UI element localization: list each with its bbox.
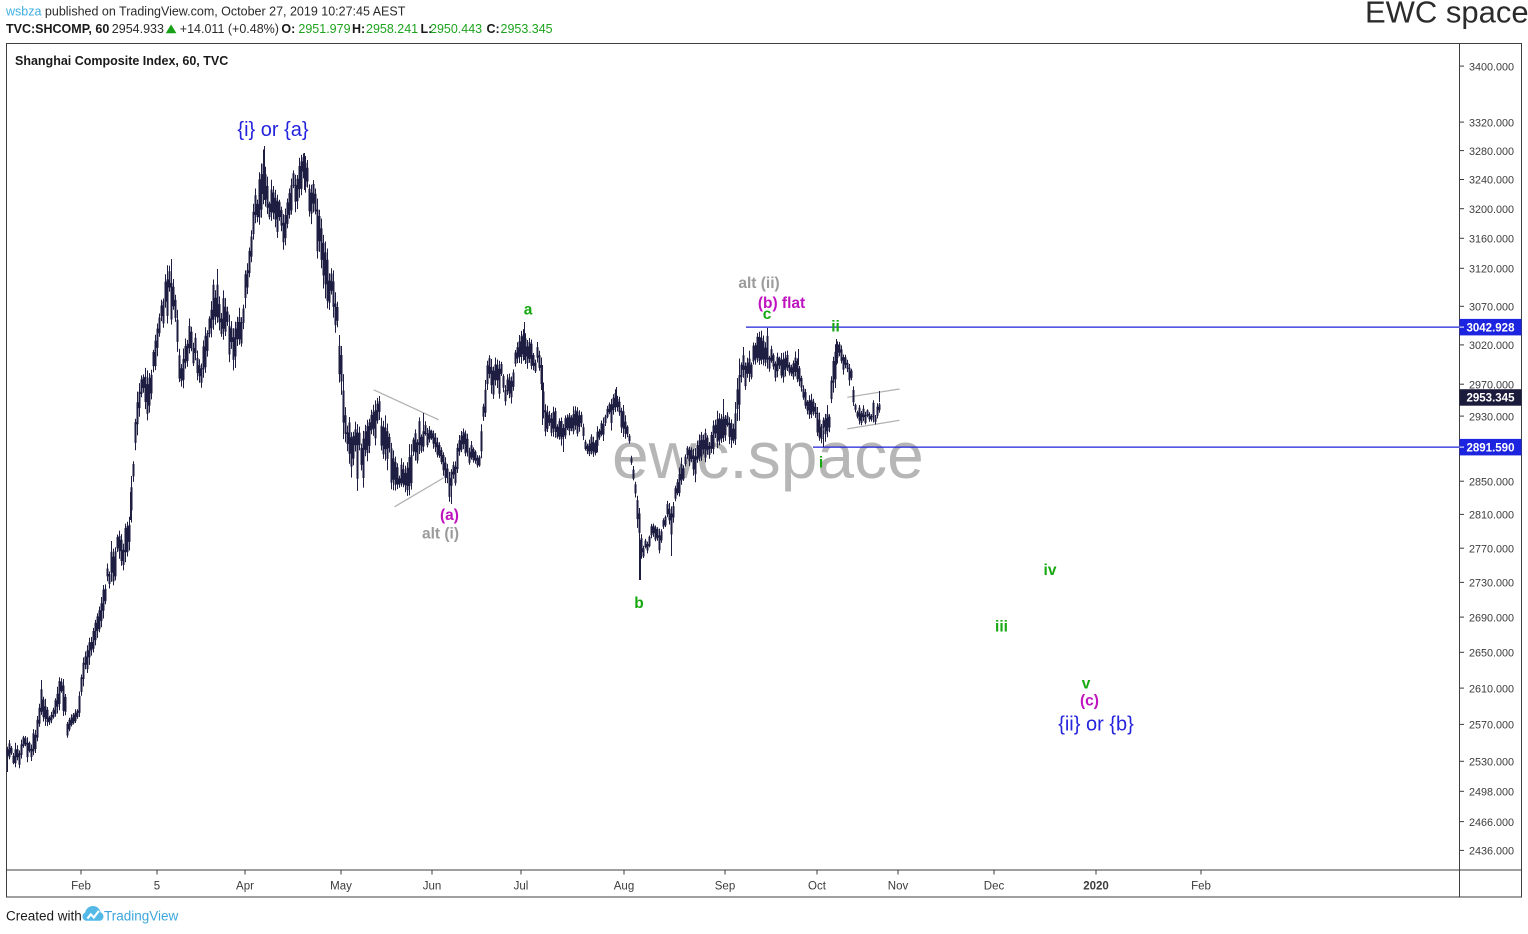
svg-text:3240.000: 3240.000 (1469, 175, 1514, 187)
svg-text:Jul: Jul (514, 881, 529, 893)
svg-text:Jun: Jun (423, 881, 442, 893)
svg-text:3020.000: 3020.000 (1469, 340, 1514, 352)
svg-text:Feb: Feb (71, 881, 91, 893)
svg-text:ii: ii (831, 319, 840, 336)
svg-text:2958.241: 2958.241 (366, 22, 418, 36)
svg-text:5: 5 (154, 881, 160, 893)
svg-text:2953.345: 2953.345 (1467, 393, 1516, 405)
svg-text:O:: O: (281, 22, 295, 36)
svg-text:2954.933: 2954.933 (112, 22, 164, 36)
svg-text:3200.000: 3200.000 (1469, 204, 1514, 216)
svg-text:2690.000: 2690.000 (1469, 612, 1514, 624)
svg-text:2570.000: 2570.000 (1469, 720, 1514, 732)
svg-text:2020: 2020 (1083, 881, 1109, 893)
svg-text:2891.590: 2891.590 (1467, 442, 1515, 454)
svg-text:2498.000: 2498.000 (1469, 787, 1514, 799)
svg-text:2810.000: 2810.000 (1469, 510, 1514, 522)
svg-text:{i} or {a}: {i} or {a} (237, 119, 309, 141)
svg-text:2930.000: 2930.000 (1469, 411, 1514, 423)
svg-text:2951.979: 2951.979 (298, 22, 350, 36)
svg-text:EWC space: EWC space (1365, 0, 1528, 30)
svg-text:2610.000: 2610.000 (1469, 683, 1514, 695)
svg-text:3280.000: 3280.000 (1469, 146, 1514, 158)
svg-text:3160.000: 3160.000 (1469, 234, 1514, 246)
svg-text:Feb: Feb (1191, 881, 1211, 893)
svg-text:(b) flat: (b) flat (758, 295, 805, 312)
svg-text:iii: iii (995, 619, 1008, 636)
svg-text:2466.000: 2466.000 (1469, 817, 1514, 829)
svg-text:TradingView: TradingView (104, 909, 179, 924)
svg-text:2970.000: 2970.000 (1469, 379, 1514, 391)
svg-text:TVC:SHCOMP, 60: TVC:SHCOMP, 60 (6, 22, 109, 36)
svg-text:c: c (763, 306, 772, 323)
svg-text:+14.011 (+0.48%): +14.011 (+0.48%) (180, 22, 279, 36)
svg-text:ewc.space: ewc.space (612, 418, 924, 492)
svg-text:Apr: Apr (236, 881, 254, 893)
svg-text:Dec: Dec (984, 881, 1005, 893)
svg-text:3070.000: 3070.000 (1469, 302, 1514, 314)
svg-text:3042.928: 3042.928 (1467, 322, 1516, 334)
svg-text:2950.443: 2950.443 (430, 22, 482, 36)
svg-text:3120.000: 3120.000 (1469, 264, 1514, 276)
svg-text:2530.000: 2530.000 (1469, 757, 1514, 769)
svg-text:Shanghai Composite Index, 60,: Shanghai Composite Index, 60, TVC (15, 54, 228, 68)
svg-text:2850.000: 2850.000 (1469, 476, 1514, 488)
svg-text:Oct: Oct (808, 881, 827, 893)
svg-text:2953.345: 2953.345 (501, 22, 553, 36)
svg-text:alt (ii): alt (ii) (738, 275, 779, 292)
svg-text:3320.000: 3320.000 (1469, 117, 1514, 129)
svg-text:b: b (634, 595, 643, 612)
svg-text:Nov: Nov (888, 881, 909, 893)
svg-text:May: May (330, 881, 352, 893)
svg-text:v: v (1082, 676, 1091, 693)
svg-text:2770.000: 2770.000 (1469, 543, 1514, 555)
svg-text:2730.000: 2730.000 (1469, 578, 1514, 590)
svg-text:L:: L: (421, 22, 433, 36)
svg-text:wsbza published on TradingView: wsbza published on TradingView.com, Octo… (5, 5, 406, 19)
svg-text:alt (i): alt (i) (422, 526, 459, 543)
svg-text:Created with: Created with (6, 909, 82, 924)
svg-text:a: a (524, 302, 533, 319)
svg-text:(c): (c) (1080, 693, 1099, 710)
svg-text:C:: C: (487, 22, 500, 36)
svg-text:(a): (a) (440, 507, 459, 524)
svg-text:2436.000: 2436.000 (1469, 846, 1514, 858)
svg-text:{ii} or {b}: {ii} or {b} (1058, 714, 1134, 736)
svg-text:Sep: Sep (715, 881, 735, 893)
svg-text:i: i (819, 455, 823, 472)
svg-text:2650.000: 2650.000 (1469, 648, 1514, 660)
svg-text:Aug: Aug (614, 881, 634, 893)
svg-text:iv: iv (1044, 562, 1057, 579)
svg-text:3400.000: 3400.000 (1469, 61, 1514, 73)
svg-text:H:: H: (352, 22, 365, 36)
